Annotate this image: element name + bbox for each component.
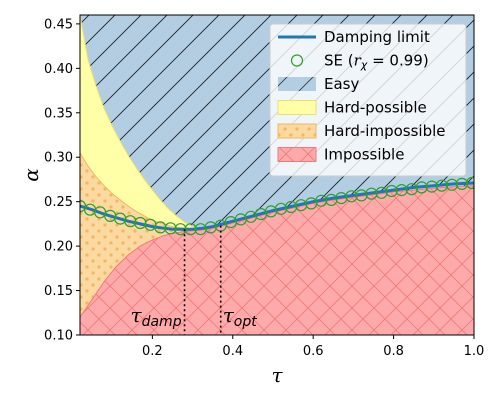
se-marker bbox=[435, 179, 448, 192]
legend-label-hard_possible: Hard-possible bbox=[324, 99, 427, 117]
y-tick-label: 0.30 bbox=[44, 151, 73, 166]
se-marker bbox=[405, 183, 418, 196]
se-marker bbox=[385, 184, 398, 198]
y-tick-label: 0.35 bbox=[44, 106, 73, 121]
se-marker bbox=[154, 221, 167, 234]
y-tick-label: 0.15 bbox=[44, 284, 73, 299]
se-marker bbox=[204, 221, 217, 234]
x-tick-label: 0.4 bbox=[222, 344, 243, 359]
legend-hard-impossible-dots bbox=[278, 124, 316, 138]
se-marker bbox=[325, 193, 338, 206]
legend-box bbox=[269, 23, 467, 177]
legend-impossible-hatch bbox=[278, 147, 316, 162]
se-marker bbox=[425, 180, 438, 193]
se-marker bbox=[285, 200, 298, 214]
legend-marker-swatch bbox=[290, 54, 304, 67]
damping-limit-line bbox=[80, 181, 474, 231]
legend-label-line: Damping limit bbox=[324, 28, 430, 46]
se-marker bbox=[355, 189, 368, 202]
x-axis-title: τ bbox=[271, 363, 283, 387]
y-tick-label: 0.10 bbox=[44, 329, 73, 344]
legend-label-hard_impossible: Hard-impossible bbox=[324, 122, 446, 140]
x-tick-label: 0.8 bbox=[383, 344, 404, 359]
x-tick-label: 0.2 bbox=[142, 344, 163, 359]
legend-hard-possible-swatch bbox=[277, 100, 317, 115]
se-marker bbox=[174, 223, 187, 236]
se-marker bbox=[445, 178, 458, 191]
tau-damp-label: τdamp bbox=[131, 303, 182, 330]
y-tick-label: 0.20 bbox=[44, 240, 73, 255]
plot-frame bbox=[79, 14, 475, 336]
se-marker bbox=[415, 181, 428, 194]
se-marker bbox=[124, 215, 137, 228]
legend-label-marker: SE (rχ = 0.99) bbox=[324, 52, 429, 72]
se-marker bbox=[395, 184, 408, 197]
se-marker bbox=[365, 187, 378, 200]
legend-label-impossible: Impossible bbox=[324, 146, 404, 164]
se-marker bbox=[184, 223, 197, 236]
se-marker bbox=[345, 190, 358, 203]
legend-label-easy: Easy bbox=[324, 75, 359, 93]
se-marker bbox=[455, 177, 468, 190]
x-tick-label: 1.0 bbox=[464, 344, 485, 359]
se-marker bbox=[164, 222, 177, 235]
legend-easy-hatch bbox=[278, 77, 316, 91]
x-tick-label: 0.6 bbox=[303, 344, 324, 359]
y-tick-label: 0.25 bbox=[44, 195, 73, 210]
y-tick-label: 0.40 bbox=[44, 62, 73, 77]
se-marker bbox=[465, 176, 474, 190]
y-tick-label: 0.45 bbox=[44, 17, 73, 32]
impossible-region-hatch bbox=[80, 185, 474, 335]
tau-opt-label: τopt bbox=[223, 303, 258, 330]
y-axis-title: α bbox=[19, 168, 43, 182]
se-marker bbox=[315, 194, 328, 207]
